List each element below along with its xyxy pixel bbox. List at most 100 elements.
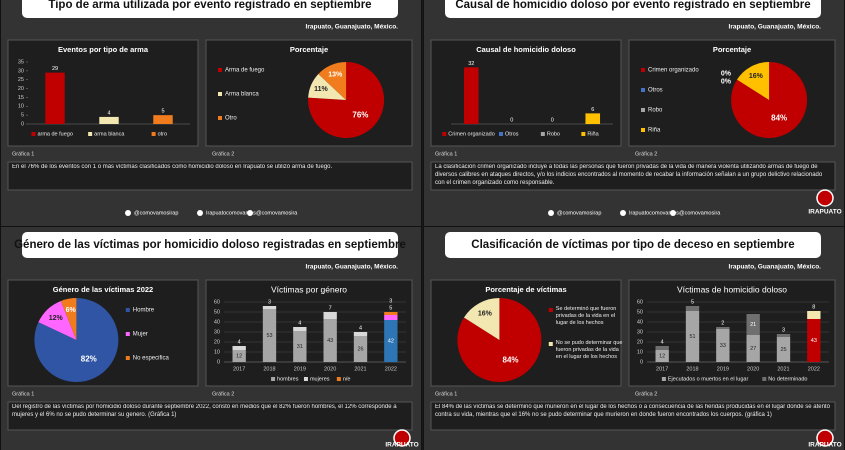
bar [99, 116, 119, 124]
caption: Gráfica 1 [12, 391, 34, 397]
logo-text: IRAPUATO [808, 442, 841, 449]
value-label: 43 [327, 338, 333, 344]
value-label: 27 [750, 346, 756, 352]
category-label: arma blanca [94, 131, 125, 137]
x-tick-label: 2021 [354, 366, 366, 372]
bar [153, 115, 173, 124]
paragraph: En el 76% de los eventos con 1 o más víc… [12, 164, 333, 170]
y-tick-label: 20 [637, 339, 643, 345]
social-icon [670, 210, 676, 216]
legend-swatch [762, 377, 767, 381]
value-label: 0 [510, 117, 513, 123]
social-handle: @comovamosirap [557, 210, 601, 216]
paragraph-box: Del registro de las víctimas por homicid… [12, 404, 397, 418]
bar-segment [685, 306, 700, 311]
value-label: 82% [81, 355, 97, 364]
caption: Gráfica 1 [435, 151, 457, 157]
paragraph-box: El 84% de las víctimas se determinó que … [435, 404, 830, 418]
paragraph: Del registro de las víctimas por homicid… [12, 404, 397, 418]
value-label: 29 [52, 66, 58, 72]
value-label: 6 [591, 107, 594, 113]
value-label: 0 [551, 117, 554, 123]
x-tick-label: 2020 [747, 366, 759, 372]
legend-swatch [581, 132, 586, 136]
pie-slice [34, 298, 119, 383]
category-label: Crimen organizado [448, 131, 494, 137]
x-tick-label: 2022 [385, 366, 397, 372]
value-label: 42 [388, 338, 394, 344]
y-tick-label: 35 [18, 59, 24, 65]
bar-segment [776, 334, 791, 337]
paragraph-box: La clasificación crimen organizado inclu… [435, 164, 822, 186]
legend-swatch [499, 132, 503, 136]
bar-segment [262, 306, 277, 309]
paragraph-frame [430, 401, 836, 431]
value-label: 5 [161, 109, 164, 115]
value-label: 16% [749, 73, 764, 80]
value-label: 84% [503, 355, 519, 364]
value-label: 12 [236, 353, 242, 359]
value-label: 21 [750, 322, 756, 328]
social-handle: Irapuatocomovamos [206, 210, 256, 216]
logo-mark [816, 189, 834, 207]
value-label: 51 [689, 334, 695, 340]
paragraph-frame [7, 401, 413, 431]
category-label: Robo [547, 131, 560, 137]
legend-swatch [218, 92, 222, 96]
bar-segment [293, 331, 307, 362]
bar-segment [384, 320, 398, 362]
legend-swatch [303, 377, 308, 381]
y-tick-label: 50 [214, 309, 220, 315]
chart-frame [430, 39, 622, 147]
panel-title: Género de las víctimas por homicidio dol… [14, 239, 406, 251]
x-tick-label: 2021 [777, 366, 789, 372]
location: Irapuato, Guanajuato, México. [729, 24, 822, 31]
caption: Gráfica 1 [435, 391, 457, 397]
bar-segment [384, 312, 398, 315]
bar-segment [262, 309, 277, 362]
panel-title: Causal de homicidio doloso por evento re… [455, 0, 810, 11]
legend-swatch [125, 356, 130, 360]
x-tick-label: 2019 [294, 366, 306, 372]
legend-label: No se pudo determinar que fueron privada… [555, 340, 623, 361]
title-box [445, 0, 821, 18]
value-label: 3 [389, 298, 392, 304]
bar-segment [685, 311, 700, 362]
logo-text: IRAPUATO [385, 442, 418, 449]
pie-slice [60, 298, 77, 340]
x-tick-label: 2019 [717, 366, 729, 372]
pie-slice [463, 298, 500, 340]
x-tick-label: 2018 [263, 366, 275, 372]
bar-segment [746, 335, 760, 362]
legend-label: Hombre [133, 308, 155, 314]
y-tick-label: 20 [18, 86, 24, 92]
legend-swatch [218, 116, 222, 120]
legend-label: No determinado [768, 376, 807, 382]
y-tick-label: 0 [640, 359, 643, 365]
bar-segment [232, 346, 246, 350]
y-tick-label: 0 [21, 121, 24, 127]
y-tick-label: 15 [18, 95, 24, 101]
legend-label-box: No se pudo determinar que fueron privada… [555, 340, 623, 361]
social-icon [197, 210, 203, 216]
legend-label-box: Se determinó que fueron privadas de la v… [556, 306, 617, 326]
bar-segment [293, 327, 307, 331]
y-tick-label: 40 [637, 319, 643, 325]
legend-label: hombres [277, 376, 299, 382]
bar [45, 72, 65, 124]
bar [463, 67, 479, 124]
value-label: 0% [721, 70, 732, 77]
bar-segment [716, 329, 730, 362]
pie-slice [318, 62, 347, 100]
legend-label: Ejecutados o muertos en el lugar [668, 376, 749, 382]
y-tick-label: 10 [18, 104, 24, 110]
pie-slice [308, 73, 347, 100]
value-label: 4 [661, 339, 664, 345]
x-tick-label: 2022 [808, 366, 820, 372]
y-tick-label: 50 [637, 309, 643, 315]
bar-segment [655, 346, 669, 350]
location: Irapuato, Guanajuato, México. [306, 24, 399, 31]
legend-swatch [548, 342, 553, 346]
value-label: 76% [352, 110, 368, 119]
